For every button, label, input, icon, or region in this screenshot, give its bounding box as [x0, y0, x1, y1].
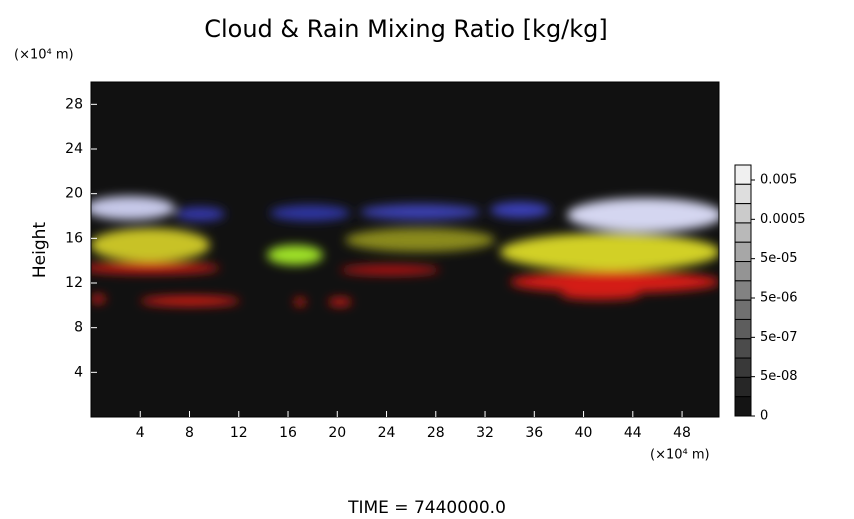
- cloud-blue: [175, 207, 225, 221]
- y-axis-label: Height: [30, 222, 50, 279]
- colorbar-box: [734, 299, 752, 320]
- y-tick-label: 16: [65, 230, 83, 246]
- rain: [328, 298, 352, 306]
- rain: [140, 296, 240, 306]
- colorbar-box: [734, 183, 752, 205]
- colorbar-label: 0.005: [760, 173, 797, 188]
- colorbar-box: [734, 280, 752, 301]
- x-unit: (×10⁴ m): [650, 448, 710, 463]
- cloud-white: [567, 198, 719, 232]
- rain: [560, 290, 640, 300]
- x-tick-label: 40: [575, 425, 593, 441]
- colorbar-box: [734, 203, 752, 224]
- cloud-blue: [270, 205, 350, 221]
- colorbar-box: [734, 338, 752, 359]
- colorbar-box: [734, 261, 752, 282]
- time-label: TIME = 7440000.0: [347, 498, 506, 518]
- colorbar-box: [734, 241, 752, 263]
- x-tick-label: 4: [136, 425, 145, 441]
- colorbar-label: 0.0005: [760, 212, 806, 227]
- rain: [294, 298, 306, 306]
- plot-frame: [90, 81, 720, 418]
- y-tick-label: 20: [65, 186, 83, 202]
- colorbar-box: [734, 318, 752, 340]
- y-tick-label: 28: [65, 96, 83, 112]
- x-tick-label: 16: [279, 425, 297, 441]
- colorbar-label: 5e-07: [760, 330, 798, 345]
- rain: [91, 262, 220, 274]
- colorbar-box: [734, 396, 752, 417]
- colorbar-label: 5e-08: [760, 369, 798, 384]
- colorbar-box: [734, 357, 752, 378]
- x-tick-label: 8: [185, 425, 194, 441]
- chart-title: Cloud & Rain Mixing Ratio [kg/kg]: [204, 15, 608, 43]
- rain: [510, 271, 719, 293]
- cloud-green: [267, 245, 323, 265]
- cloud-blue: [360, 204, 480, 220]
- x-tick-label: 44: [624, 425, 642, 441]
- colorbar-label: 5e-06: [760, 291, 798, 306]
- y-unit: (×10⁴ m): [14, 48, 74, 63]
- x-tick-label: 20: [328, 425, 346, 441]
- y-tick-label: 12: [65, 275, 83, 291]
- colorbar-box: [734, 164, 752, 185]
- cloud-yellow: [500, 233, 719, 271]
- rain: [340, 265, 440, 275]
- cloud-yellow: [91, 228, 210, 262]
- y-tick-label: 8: [74, 320, 83, 336]
- y-tick-label: 4: [74, 364, 83, 380]
- cloud-white: [91, 196, 175, 220]
- x-tick-label: 28: [427, 425, 445, 441]
- colorbar-label: 0: [760, 409, 768, 424]
- cloud-field: [91, 196, 719, 306]
- x-tick-label: 24: [378, 425, 396, 441]
- colorbar-label: 5e-05: [760, 251, 798, 266]
- x-tick-label: 32: [476, 425, 494, 441]
- rain: [91, 295, 106, 303]
- cloud-blue: [490, 202, 550, 218]
- y-tick-label: 24: [65, 141, 83, 157]
- x-tick-label: 48: [673, 425, 691, 441]
- cloud-yellow: [345, 228, 495, 252]
- x-tick-label: 12: [230, 425, 248, 441]
- x-tick-label: 36: [525, 425, 543, 441]
- colorbar-box: [734, 222, 752, 243]
- colorbar-box: [734, 376, 752, 398]
